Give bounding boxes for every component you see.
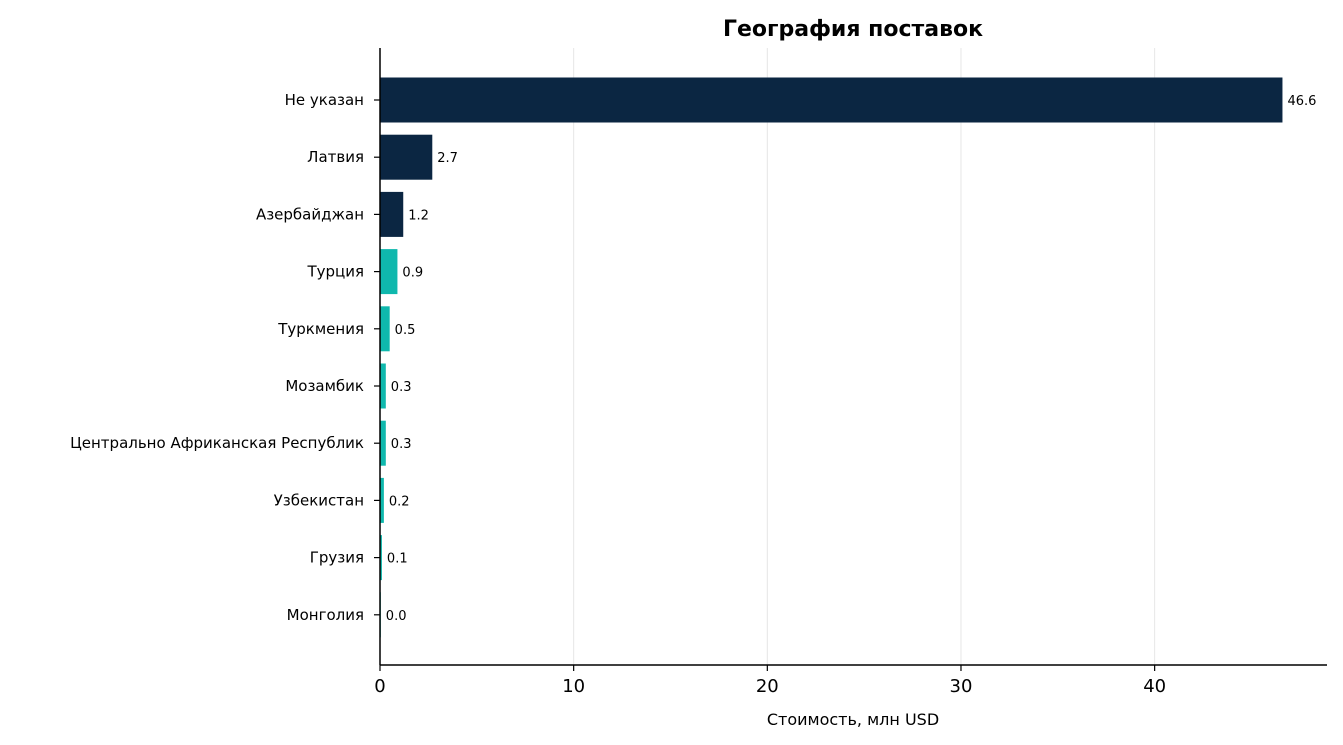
x-tick-label: 20: [756, 676, 779, 697]
category-label: Латвия: [307, 148, 364, 166]
category-label: Центрально Африканская Республик: [70, 434, 364, 452]
data-label: 1.2: [408, 208, 429, 223]
x-tick-label: 10: [562, 676, 585, 697]
data-label: 0.3: [391, 380, 412, 395]
bar: [380, 363, 386, 409]
data-label: 2.7: [437, 151, 458, 166]
category-label: Турция: [306, 263, 364, 281]
bar: [380, 134, 433, 180]
bar: [380, 249, 398, 295]
data-label: 0.5: [395, 323, 416, 338]
x-tick-label: 0: [374, 676, 385, 697]
category-label: Монголия: [287, 606, 364, 624]
category-label: Узбекистан: [274, 491, 364, 509]
bar: [380, 191, 404, 237]
gridlines: [573, 48, 1156, 665]
bar: [380, 477, 384, 523]
category-label: Азербайджан: [256, 205, 364, 223]
data-label: 46.6: [1287, 94, 1316, 109]
bar: [380, 306, 390, 352]
data-label: 0.2: [389, 494, 410, 509]
data-label: 0.9: [402, 266, 423, 281]
category-label: Грузия: [310, 549, 364, 567]
category-label: Туркмения: [277, 320, 364, 338]
chart-title: География поставок: [723, 17, 983, 42]
x-tick-label: 40: [1143, 676, 1166, 697]
data-label: 0.1: [387, 552, 408, 567]
axes: [374, 48, 1327, 671]
x-axis-label: Стоимость, млн USD: [767, 710, 939, 729]
bar: [380, 77, 1283, 123]
data-label: 0.3: [391, 437, 412, 452]
bar: [380, 535, 382, 581]
data-label: 0.0: [386, 609, 407, 624]
bars: [380, 77, 1283, 638]
category-label: Мозамбик: [285, 377, 364, 395]
bar: [380, 420, 386, 466]
labels: 0 10 20 30 40 Не указан 46.6 Латвия 2.7 Азербайдж…: [70, 91, 1316, 697]
category-label: Не указан: [285, 91, 364, 109]
x-tick-label: 30: [950, 676, 973, 697]
